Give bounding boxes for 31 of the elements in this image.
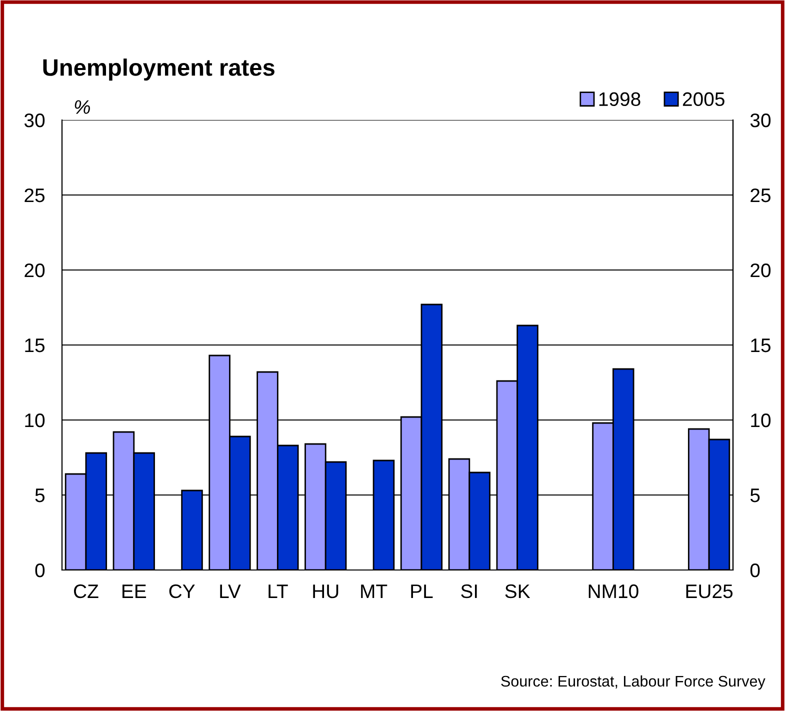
y-tick-label: 25 <box>24 188 45 202</box>
chart-title: Unemployment rates <box>43 58 274 81</box>
y-tick-label: 20 <box>24 263 45 278</box>
y-tick-label: 30 <box>24 113 45 128</box>
x-tick-label: CY <box>169 584 195 598</box>
x-tick-label: PL <box>411 584 433 598</box>
y2-tick-label: 20 <box>750 263 771 278</box>
y2-tick-label: 15 <box>751 338 770 352</box>
x-tick-label: MT <box>361 584 388 598</box>
legend-label: 1998 <box>599 92 640 106</box>
y2-tick-label: 25 <box>750 188 770 202</box>
x-tick-label: HU <box>313 584 338 598</box>
y2-tick-label: 5 <box>750 488 760 502</box>
y2-tick-label: 30 <box>750 113 771 128</box>
x-tick-label: SI <box>461 584 477 598</box>
source-note: Source: Eurostat, Labour Force Survey <box>501 675 766 690</box>
y-tick-label: 5 <box>35 488 45 502</box>
y-tick-label: 10 <box>25 413 45 428</box>
y-tick-label: 15 <box>25 338 45 352</box>
x-tick-label: LV <box>220 584 241 598</box>
x-tick-label: CZ <box>74 584 98 598</box>
x-tick-label: NM10 <box>588 584 638 598</box>
y2-tick-label: 10 <box>751 413 771 428</box>
legend-label: 2005 <box>682 92 724 106</box>
y-axis-title: % <box>74 100 90 114</box>
x-tick-label: SK <box>505 584 530 598</box>
y-tick-label: 0 <box>35 563 45 578</box>
x-tick-label: EU25 <box>686 584 733 598</box>
x-tick-label: LT <box>268 584 288 598</box>
x-tick-label: EE <box>122 584 146 598</box>
y2-tick-label: 0 <box>750 563 760 578</box>
